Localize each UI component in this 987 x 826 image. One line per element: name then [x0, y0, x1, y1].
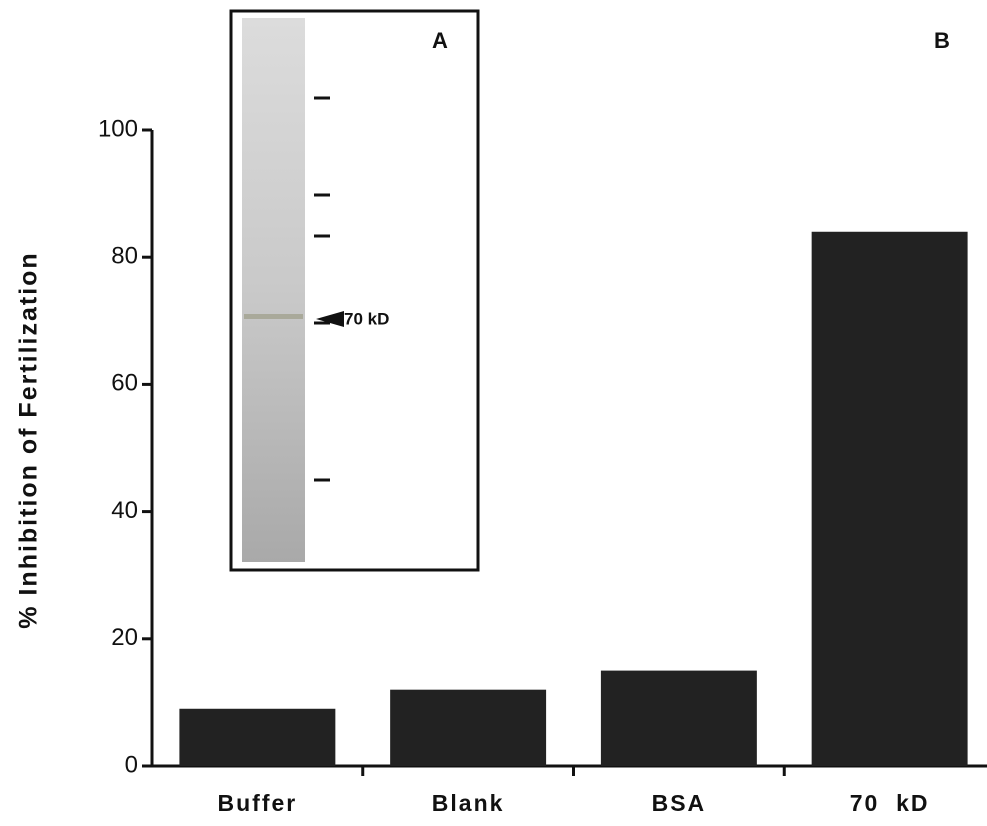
- x-tick-label: Blank: [432, 790, 505, 816]
- bar: [812, 232, 968, 766]
- y-tick-label: 80: [111, 243, 138, 270]
- x-tick-label: 70 kD: [850, 790, 930, 816]
- x-tick-label: Buffer: [218, 790, 298, 816]
- y-axis-label: % Inhibition of Fertilization: [15, 251, 43, 628]
- y-tick-label: 20: [111, 624, 138, 651]
- x-tick-label: BSA: [652, 790, 707, 816]
- y-tick-label: 100: [98, 115, 138, 142]
- gel-lane: [242, 18, 305, 562]
- bar: [179, 709, 335, 766]
- page: % Inhibition of Fertilization 70 kD A B …: [0, 0, 987, 826]
- panel-label: B: [934, 28, 950, 53]
- inset-panel: 70 kD A: [231, 11, 478, 570]
- y-tick-label: 0: [125, 751, 138, 778]
- band-label: 70 kD: [344, 309, 389, 328]
- panel-label: A: [432, 28, 448, 53]
- y-tick-label: 60: [111, 370, 138, 397]
- bar: [601, 671, 757, 766]
- bar: [390, 690, 546, 766]
- y-tick-label: 40: [111, 497, 138, 524]
- chart: % Inhibition of Fertilization 70 kD A B …: [0, 0, 987, 821]
- gel-band: [244, 314, 303, 319]
